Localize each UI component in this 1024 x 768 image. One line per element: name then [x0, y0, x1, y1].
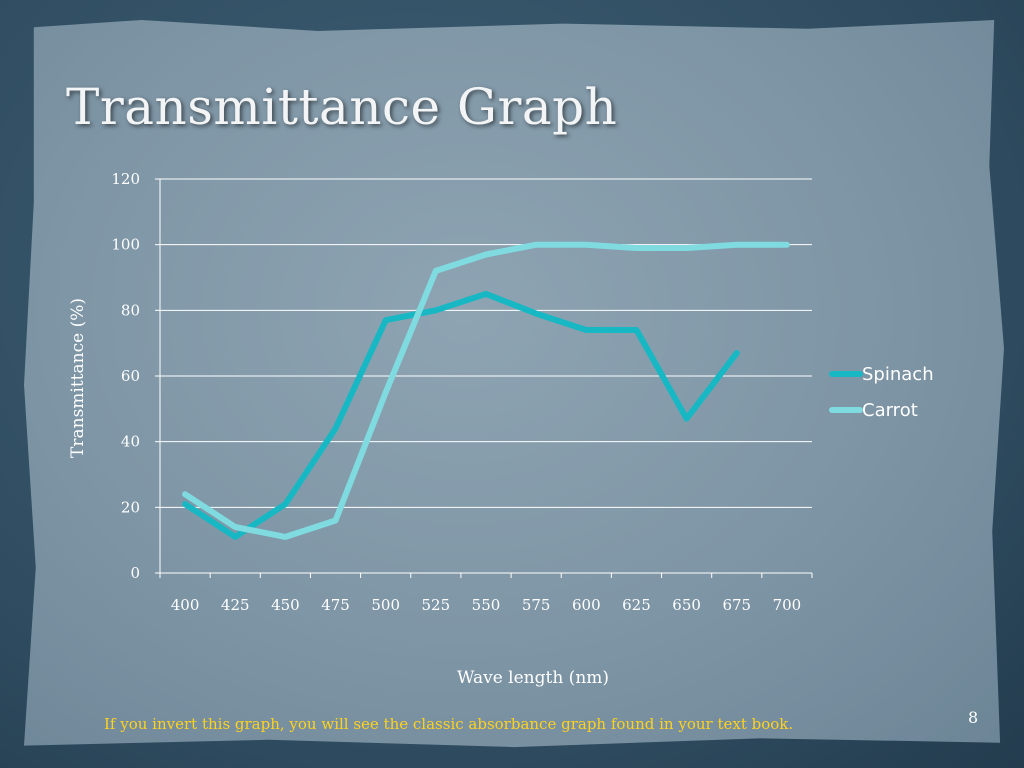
footnote: If you invert this graph, you will see t… — [104, 715, 794, 733]
legend-label: Spinach — [862, 364, 934, 385]
y-tick-label: 40 — [121, 433, 140, 451]
x-tick-label: 500 — [371, 596, 400, 614]
y-tick-label: 120 — [111, 170, 140, 188]
y-axis-title: Transmittance (%) — [68, 298, 88, 458]
x-tick-label: 475 — [321, 596, 350, 614]
x-tick-label: 650 — [672, 596, 701, 614]
x-tick-label: 450 — [271, 596, 300, 614]
y-tick-label: 60 — [121, 367, 140, 385]
x-tick-label: 600 — [572, 596, 601, 614]
y-tick-labels: 0 20 40 60 80 100 120 — [111, 170, 140, 582]
axes — [155, 178, 813, 578]
x-tick-labels: 400 425 450 475 500 525 550 575 600 625 650 675 700 — [171, 596, 801, 614]
series-line-carrot — [182, 241, 790, 540]
page-number: 8 — [968, 708, 979, 727]
y-tick-label: 100 — [111, 236, 140, 254]
x-tick-label: 700 — [773, 596, 802, 614]
series-lines — [182, 241, 790, 540]
legend-label: Carrot — [862, 400, 918, 421]
x-tick-label: 425 — [221, 596, 250, 614]
x-tick-label: 675 — [722, 596, 751, 614]
y-tick-label: 80 — [121, 301, 140, 319]
x-tick-label: 575 — [522, 596, 551, 614]
x-axis-title: Wave length (nm) — [457, 668, 609, 688]
legend: Spinach Carrot — [829, 364, 934, 421]
x-tick-label: 525 — [422, 596, 451, 614]
y-tick-label: 20 — [121, 498, 140, 516]
x-tick-label: 550 — [472, 596, 501, 614]
grid-lines — [160, 178, 812, 508]
slide-background — [24, 20, 1004, 748]
y-tick-label: 0 — [130, 564, 140, 582]
x-tick-label: 625 — [622, 596, 651, 614]
x-tick-label: 400 — [171, 596, 200, 614]
slide-title: Transmittance Graph — [66, 78, 618, 136]
series-line-spinach — [182, 290, 740, 540]
